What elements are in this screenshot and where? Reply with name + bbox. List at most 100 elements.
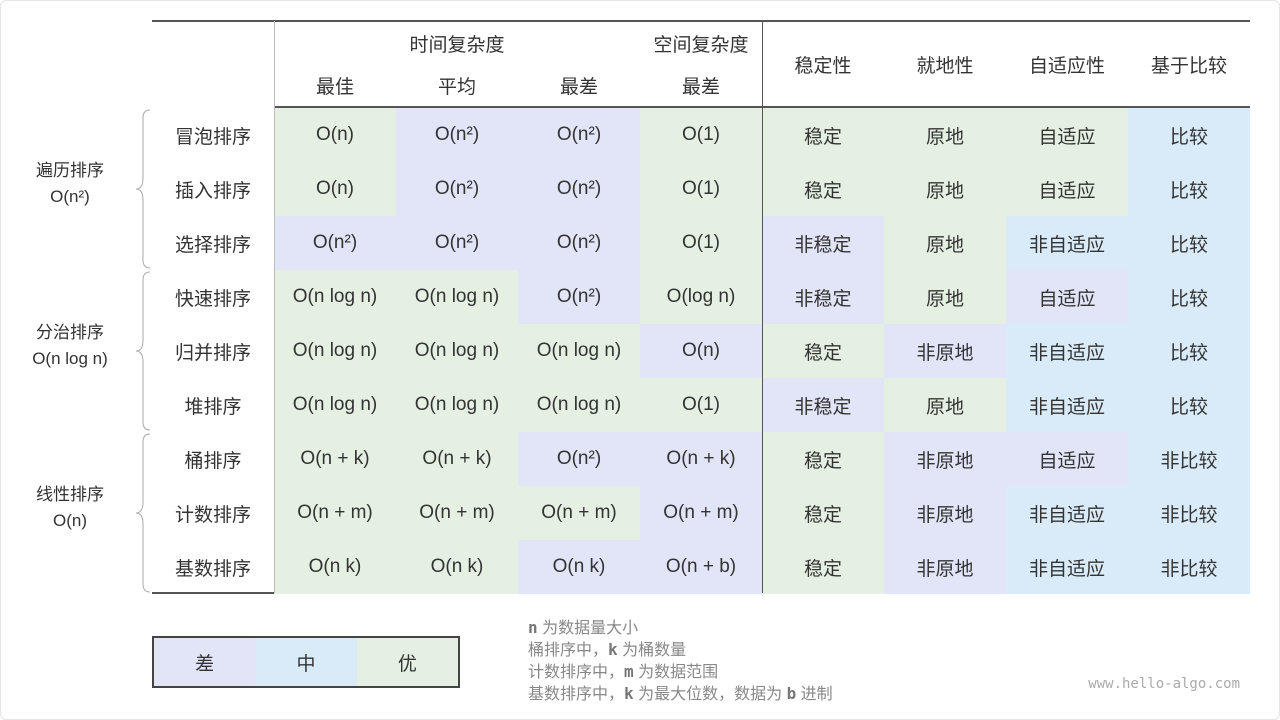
table-cell: O(n log n): [274, 324, 396, 378]
table-cell: 自适应: [1006, 432, 1128, 486]
group-name: 线性排序: [36, 485, 104, 504]
table-cell: O(n²): [518, 108, 640, 162]
note-text: 进制: [796, 686, 833, 703]
header-space-complexity: 空间复杂度: [653, 34, 749, 56]
table-cell: O(1): [640, 162, 762, 216]
table-cell: O(n k): [518, 540, 640, 594]
algorithm-name: 归并排序: [174, 342, 251, 364]
legend-good: 优: [356, 638, 458, 686]
table-cell: 非原地: [884, 540, 1006, 594]
group-divide-conquer: 分治排序 O(n log n): [10, 320, 130, 372]
table-cell: 稳定: [762, 108, 884, 162]
algorithm-name: 插入排序: [174, 180, 251, 202]
table-cell: O(n log n): [396, 270, 518, 324]
table-cell: O(n log n): [274, 378, 396, 432]
table-cell: O(n log n): [396, 324, 518, 378]
algorithm-name: 快速排序: [174, 288, 251, 310]
legend: 差 中 优: [152, 636, 460, 688]
table-cell: 非自适应: [1006, 324, 1128, 378]
group-name: 分治排序: [36, 323, 104, 342]
table-cell: 稳定: [762, 540, 884, 594]
algorithm-name: 计数排序: [174, 504, 251, 526]
table-cell: 稳定: [762, 486, 884, 540]
table-cell: O(n log n): [274, 270, 396, 324]
brace-icon: [135, 433, 151, 593]
table-cell: O(n): [274, 108, 396, 162]
note: 计数排序中，m 为数据范围: [528, 661, 833, 683]
note: n 为数据量大小: [528, 617, 833, 639]
table-cell: 稳定: [762, 324, 884, 378]
group-iterative: 遍历排序 O(n²): [10, 158, 130, 210]
note-var: m: [624, 662, 634, 681]
note: 桶排序中，k 为桶数量: [528, 639, 833, 661]
table-cell: O(n + m): [396, 486, 518, 540]
note-text: 为数据量大小: [537, 620, 639, 637]
note-text: 桶排序中，: [528, 642, 609, 659]
table-cell: 非稳定: [762, 216, 884, 270]
table-cell: O(n k): [396, 540, 518, 594]
table-cell: 非比较: [1128, 432, 1250, 486]
header-worst: 最差: [559, 76, 598, 98]
table-cell: O(n log n): [396, 378, 518, 432]
table-cell: 比较: [1128, 216, 1250, 270]
table-cell: 比较: [1128, 324, 1250, 378]
header-in-place: 就地性: [916, 55, 974, 77]
table-cell: 非原地: [884, 486, 1006, 540]
header-best: 最佳: [315, 76, 354, 98]
table-cell: 比较: [1128, 270, 1250, 324]
brace-icon: [135, 271, 151, 431]
algorithm-name: 选择排序: [174, 234, 251, 256]
group-complexity: O(n log n): [32, 349, 108, 368]
table-cell: 原地: [884, 108, 1006, 162]
table-cell: O(n²): [396, 216, 518, 270]
table-cell: O(n²): [518, 162, 640, 216]
header-comparison: 基于比较: [1150, 55, 1227, 77]
table-cell: O(n²): [518, 216, 640, 270]
table-cell: 自适应: [1006, 162, 1128, 216]
table-cell: 自适应: [1006, 108, 1128, 162]
table-cell: 非稳定: [762, 270, 884, 324]
header-average: 平均: [437, 76, 476, 98]
table-cell: 非稳定: [762, 378, 884, 432]
legend-poor: 差: [154, 638, 256, 686]
table-cell: O(n²): [396, 162, 518, 216]
table-cell: O(1): [640, 378, 762, 432]
table-cell: 比较: [1128, 378, 1250, 432]
group-linear: 线性排序 O(n): [10, 482, 130, 534]
table-cell: 原地: [884, 378, 1006, 432]
group-complexity: O(n): [53, 511, 87, 530]
note-text: 为数据范围: [633, 664, 719, 681]
table-cell: 非自适应: [1006, 216, 1128, 270]
note-var: n: [528, 618, 538, 637]
table-cell: 非自适应: [1006, 540, 1128, 594]
algorithm-name: 冒泡排序: [174, 126, 251, 148]
table-cell: O(n + b): [640, 540, 762, 594]
column-divider: [762, 21, 763, 593]
header-adaptive: 自适应性: [1028, 55, 1105, 77]
table-cell: 原地: [884, 162, 1006, 216]
group-braces: [135, 109, 151, 593]
table-cell: 非比较: [1128, 486, 1250, 540]
table-cell: O(n²): [518, 432, 640, 486]
table-cell: O(n²): [274, 216, 396, 270]
table-cell: 非自适应: [1006, 486, 1128, 540]
table-cell: O(n + k): [274, 432, 396, 486]
table-cell: 稳定: [762, 162, 884, 216]
group-name: 遍历排序: [36, 161, 104, 180]
table-cell: O(1): [640, 108, 762, 162]
table-cell: O(n): [640, 324, 762, 378]
header-stability: 稳定性: [794, 55, 852, 77]
watermark: www.hello-algo.com: [1088, 676, 1240, 692]
table-cell: O(1): [640, 216, 762, 270]
header-space-worst: 最差: [681, 76, 720, 98]
algorithm-name: 桶排序: [184, 450, 242, 472]
table-cell: 稳定: [762, 432, 884, 486]
table-cell: O(n + m): [640, 486, 762, 540]
table-cell: O(n): [274, 162, 396, 216]
table-cell: 比较: [1128, 108, 1250, 162]
table-cell: 非自适应: [1006, 378, 1128, 432]
table-cell: O(n²): [396, 108, 518, 162]
note-var: k: [608, 640, 618, 659]
column-divider: [274, 21, 275, 593]
top-rule: [152, 20, 1250, 22]
